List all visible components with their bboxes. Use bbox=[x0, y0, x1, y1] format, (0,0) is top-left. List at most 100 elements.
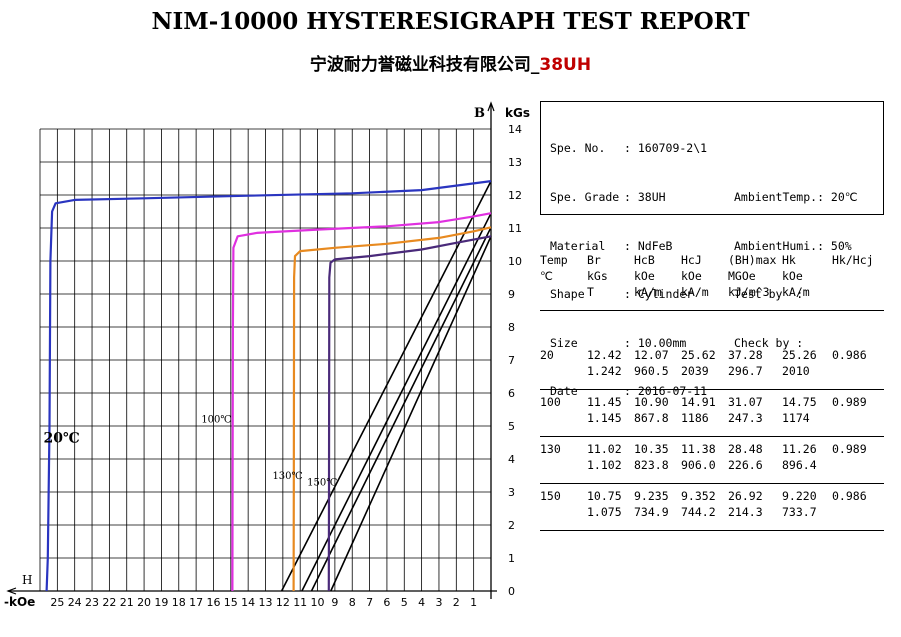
header-cell: kJ/m^3 bbox=[728, 285, 770, 299]
y-tick-label: 10 bbox=[508, 255, 522, 268]
y-tick-label: 12 bbox=[508, 189, 522, 202]
cell-value: 214.3 bbox=[728, 505, 763, 519]
cell-value: 10.75 bbox=[587, 489, 622, 503]
cell-value: 744.2 bbox=[681, 505, 716, 519]
table-cell: 11.38 906.0 bbox=[681, 441, 728, 483]
header-cell: (BH)max bbox=[728, 253, 777, 267]
table-cell: 150 bbox=[540, 488, 587, 530]
cell-value: 896.4 bbox=[782, 458, 817, 472]
x-tick-label: 20 bbox=[137, 596, 151, 609]
x-tick-label: 8 bbox=[349, 596, 356, 609]
cell-value: 28.48 bbox=[728, 442, 763, 456]
size-value: : 10.00mm bbox=[624, 335, 687, 350]
spe-grade-value: : 38UH bbox=[624, 190, 666, 205]
table-cell: 37.28 296.7 bbox=[728, 347, 782, 389]
cell-value: 823.8 bbox=[634, 458, 669, 472]
cell-value: 296.7 bbox=[728, 364, 763, 378]
table-cell: 11.45 1.145 bbox=[587, 394, 634, 436]
x-axis-unit: -kOe bbox=[4, 595, 35, 609]
table-cell: 12.07 960.5 bbox=[634, 347, 681, 389]
report-title: NIM-10000 HYSTERESIGRAPH TEST REPORT bbox=[151, 8, 750, 35]
y-tick-label: 7 bbox=[508, 354, 515, 367]
grade-label: 38UH bbox=[539, 55, 592, 75]
header-cell: MGOe bbox=[728, 269, 756, 283]
table-cell: 26.92 214.3 bbox=[728, 488, 782, 530]
table-cell: 14.91 1186 bbox=[681, 394, 728, 436]
header-cell: Temp bbox=[540, 253, 568, 267]
table-cell: 11.02 1.102 bbox=[587, 441, 634, 483]
cell-value: 11.26 bbox=[782, 442, 817, 456]
x-tick-label: 16 bbox=[206, 596, 220, 609]
shape-value: : Cylinder bbox=[624, 287, 694, 302]
table-cell: 10.90 867.8 bbox=[634, 394, 681, 436]
y-axis-arrow bbox=[487, 101, 495, 112]
load-line bbox=[330, 235, 492, 592]
header-cell: Hk/Hcj bbox=[832, 253, 874, 267]
table-cell: 11.26 896.4 bbox=[782, 441, 832, 483]
x-tick-label: 2 bbox=[453, 596, 460, 609]
table-cell: 100 bbox=[540, 394, 587, 436]
x-tick-label: 14 bbox=[241, 596, 255, 609]
ambient-temp: AmbientTemp.: 20℃ bbox=[734, 190, 858, 205]
x-tick-label: 19 bbox=[154, 596, 168, 609]
table-cell: 14.75 1174 bbox=[782, 394, 832, 436]
table-cell: 25.26 2010 bbox=[782, 347, 832, 389]
cell-value: 1.075 bbox=[587, 505, 622, 519]
y-tick-label: 1 bbox=[508, 552, 515, 565]
y-axis-letter: B bbox=[474, 106, 485, 121]
table-cell: 12.42 1.242 bbox=[587, 347, 634, 389]
spe-no-label: Spe. No. bbox=[550, 141, 606, 156]
table-cell: 0.986 bbox=[832, 488, 884, 530]
shape-label: Shape bbox=[550, 287, 585, 302]
table-body: 20 12.42 1.242 12.07 960.5 25.62 2039 37.28 296.… bbox=[540, 343, 884, 531]
cell-value: 25.62 bbox=[681, 348, 716, 362]
cell-value: 20 bbox=[540, 348, 554, 362]
cell-value: 11.38 bbox=[681, 442, 716, 456]
specimen-info-box: Spe. No.: 160709-2\1 Spe. Grade: 38UH Amb… bbox=[540, 101, 884, 398]
cell-value: 1.145 bbox=[587, 411, 622, 425]
x-tick-label: 7 bbox=[366, 596, 373, 609]
cell-value: 31.07 bbox=[728, 395, 763, 409]
cell-value: 1.242 bbox=[587, 364, 622, 378]
header-cell: kOe bbox=[634, 269, 655, 283]
header-cell: kOe bbox=[681, 269, 702, 283]
cell-value: 0.989 bbox=[832, 395, 867, 409]
cell-value: 12.42 bbox=[587, 348, 622, 362]
x-axis-letter: H bbox=[22, 573, 32, 587]
curve-label: 100℃ bbox=[201, 415, 231, 426]
x-tick-label: 11 bbox=[293, 596, 307, 609]
cell-value: 14.91 bbox=[681, 395, 716, 409]
header-cell: HcB bbox=[634, 253, 655, 267]
load-line bbox=[310, 226, 492, 592]
table-cell: 28.48 226.6 bbox=[728, 441, 782, 483]
y-tick-label: 9 bbox=[508, 288, 515, 301]
table-cell: 130 bbox=[540, 441, 587, 483]
curve-label: 20℃ bbox=[43, 431, 79, 447]
x-tick-label: 22 bbox=[102, 596, 116, 609]
cell-value: 1174 bbox=[782, 411, 810, 425]
y-tick-label: 14 bbox=[508, 123, 522, 136]
check-by: Check by : bbox=[734, 335, 804, 350]
material-label: Material bbox=[550, 238, 606, 253]
cell-value: 734.9 bbox=[634, 505, 669, 519]
y-tick-label: 8 bbox=[508, 321, 515, 334]
cell-value: 11.02 bbox=[587, 442, 622, 456]
table-cell: 25.62 2039 bbox=[681, 347, 728, 389]
size-label: Size bbox=[550, 335, 578, 350]
company-subtitle: 宁波耐力誉磁业科技有限公司_38UH bbox=[0, 50, 901, 75]
table-cell: 20 bbox=[540, 347, 587, 389]
cell-value: 12.07 bbox=[634, 348, 669, 362]
header-cell: HcJ bbox=[681, 253, 702, 267]
cell-value: 960.5 bbox=[634, 364, 669, 378]
cell-value: 226.6 bbox=[728, 458, 763, 472]
cell-value: 9.352 bbox=[681, 489, 716, 503]
y-tick-label: 11 bbox=[508, 222, 522, 235]
y-tick-label: 13 bbox=[508, 156, 522, 169]
cell-value: 0.986 bbox=[832, 489, 867, 503]
curve-100c bbox=[231, 212, 492, 592]
y-zero-label: 0 bbox=[508, 585, 515, 598]
spe-no-value: : 160709-2\1 bbox=[624, 141, 708, 156]
cell-value: 247.3 bbox=[728, 411, 763, 425]
cell-value: 37.28 bbox=[728, 348, 763, 362]
header-cell: kA/m bbox=[681, 285, 709, 299]
